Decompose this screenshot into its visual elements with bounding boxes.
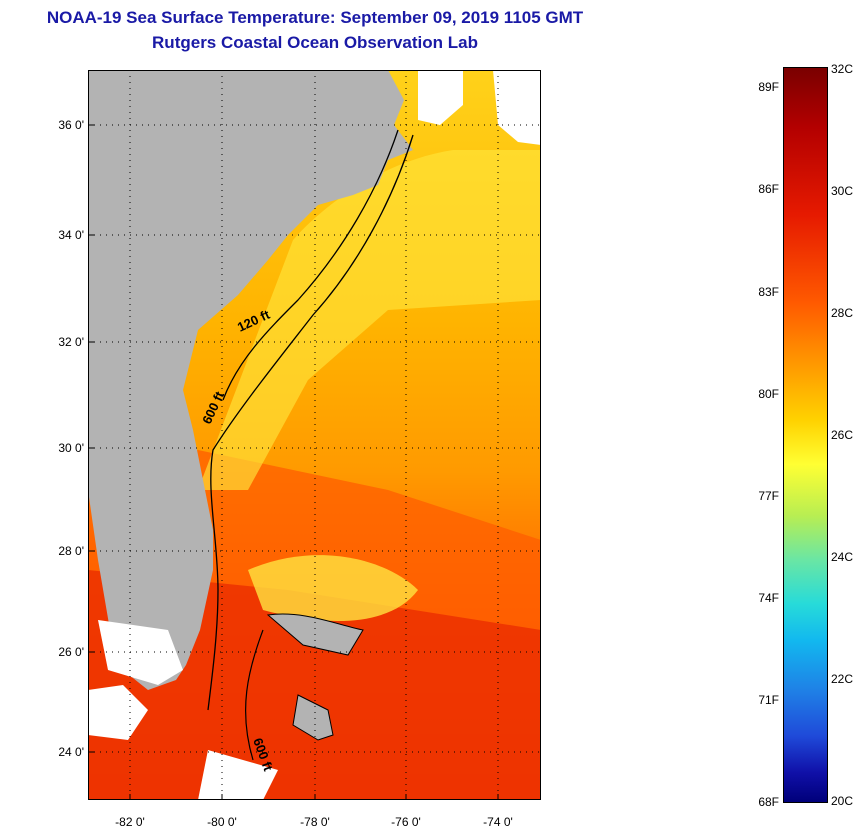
colorbar-fahrenheit-label: 77F xyxy=(758,489,779,503)
lat-tick-label: 36 0' xyxy=(58,118,84,132)
colorbar-celsius-label: 30C xyxy=(831,184,854,198)
lat-tick-label: 32 0' xyxy=(58,335,84,349)
isobath-600ft xyxy=(207,134,414,711)
colorbar-celsius-label: 26C xyxy=(831,428,854,442)
land-mass xyxy=(88,70,413,690)
map-ticks xyxy=(88,124,499,800)
lon-tick-label: -80 0' xyxy=(207,815,237,829)
map-title: NOAA-19 Sea Surface Temperature: Septemb… xyxy=(46,8,584,27)
map-subtitle: Rutgers Coastal Ocean Observation Lab xyxy=(152,33,478,52)
colorbar-fahrenheit-label: 89F xyxy=(758,80,779,94)
colorbar-fahrenheit-label: 68F xyxy=(758,795,779,809)
colorbar-celsius-label: 32C xyxy=(831,62,854,76)
colorbar-fahrenheit-label: 83F xyxy=(758,285,779,299)
lat-tick-label: 24 0' xyxy=(58,745,84,759)
lon-tick-label: -76 0' xyxy=(391,815,421,829)
cool-water-patch xyxy=(248,555,418,622)
colorbar-celsius-label: 24C xyxy=(831,550,854,564)
isobath-120ft xyxy=(222,129,399,401)
lat-tick-label: 26 0' xyxy=(58,645,84,659)
isobath-600ft-south xyxy=(244,629,264,761)
lon-tick-label: -82 0' xyxy=(115,815,145,829)
cool-coastal-band xyxy=(198,150,541,490)
colorbar-fahrenheit-label: 74F xyxy=(758,591,779,605)
colorbar-fahrenheit-label: 80F xyxy=(758,387,779,401)
lon-tick-label: -78 0' xyxy=(300,815,330,829)
lat-tick-label: 34 0' xyxy=(58,228,84,242)
sst-map: 120 ft 600 ft 600 ft xyxy=(88,70,541,800)
colorbar-celsius-label: 28C xyxy=(831,306,854,320)
colorbar-celsius-label: 22C xyxy=(831,672,854,686)
colorbar-fahrenheit-label: 86F xyxy=(758,182,779,196)
hot-water-region xyxy=(88,570,541,800)
colorbar-fahrenheit-label: 71F xyxy=(758,693,779,707)
colorbar-celsius-label: 20C xyxy=(831,794,854,808)
temperature-colorbar xyxy=(783,67,828,803)
lon-tick-label: -74 0' xyxy=(483,815,513,829)
cloud-cover xyxy=(88,70,541,800)
lat-tick-label: 28 0' xyxy=(58,544,84,558)
lat-tick-label: 30 0' xyxy=(58,441,84,455)
